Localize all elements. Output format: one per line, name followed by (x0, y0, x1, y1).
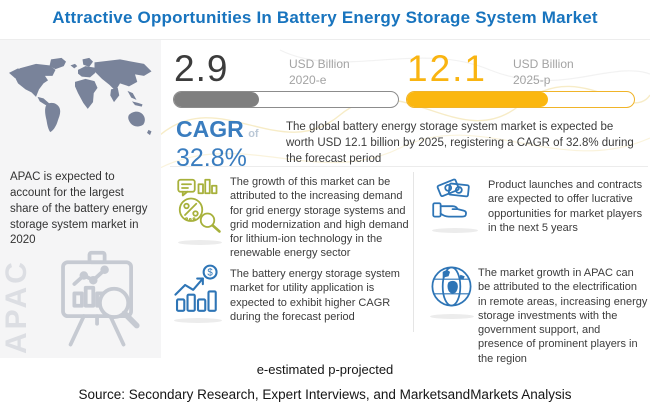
progress-bar-2025 (406, 91, 635, 108)
cagr-label: CAGR (176, 116, 244, 142)
cagr-block: CAGR of 32.8% (176, 116, 259, 173)
year-label: 2025-p (513, 72, 551, 87)
icon-shadow (432, 228, 478, 233)
icon-shadow (430, 314, 474, 319)
region-caption: APAC is expected to account for the larg… (10, 171, 148, 247)
estimate-legend: e-estimated p-projected (256, 362, 394, 377)
icon-shadow (178, 240, 222, 245)
market-summary: The global battery energy storage system… (286, 121, 634, 166)
region-panel: APAC is expected to account for the larg… (0, 40, 161, 358)
region-watermark: APAC (0, 259, 33, 355)
utility-growth-icon: $ (174, 264, 218, 312)
market-unit-2025: USD Billion 2025-p (513, 57, 574, 88)
market-analysis-icon (177, 178, 221, 233)
market-value-2025: 12.1 (407, 48, 488, 89)
column-divider (413, 172, 414, 332)
progress-bar-2020 (173, 91, 399, 108)
progress-fill-2020 (174, 92, 260, 107)
insight-utility-segment: The battery energy storage system market… (230, 268, 400, 323)
source-line: Source: Secondary Research, Expert Inter… (78, 387, 572, 402)
insight-apac-growth: The market growth in APAC can be attribu… (478, 267, 648, 365)
progress-fill-2025 (407, 92, 548, 107)
market-unit-2020: USD Billion 2020-e (289, 57, 350, 88)
page-title: Attractive Opportunities In Battery Ener… (52, 8, 598, 27)
money-hand-icon (432, 178, 470, 218)
unit-label: USD Billion (513, 57, 574, 71)
world-map (9, 57, 152, 136)
section-divider (170, 166, 648, 167)
svg-text:$: $ (207, 268, 213, 279)
unit-label: USD Billion (289, 57, 350, 71)
year-label: 2020-e (289, 72, 327, 87)
globe-icon (431, 266, 472, 307)
cagr-value: 32.8% (176, 144, 247, 172)
cagr-label-line: CAGR of (176, 116, 259, 143)
title-divider (0, 39, 650, 40)
icon-shadow (174, 318, 222, 323)
cagr-of-label: of (248, 128, 259, 140)
presentation-chart-icon (61, 250, 140, 347)
insight-growth-drivers: The growth of this market can be attribu… (230, 176, 409, 260)
insight-product-launches: Product launches and contracts are expec… (488, 179, 643, 234)
market-value-2020: 2.9 (174, 48, 229, 89)
